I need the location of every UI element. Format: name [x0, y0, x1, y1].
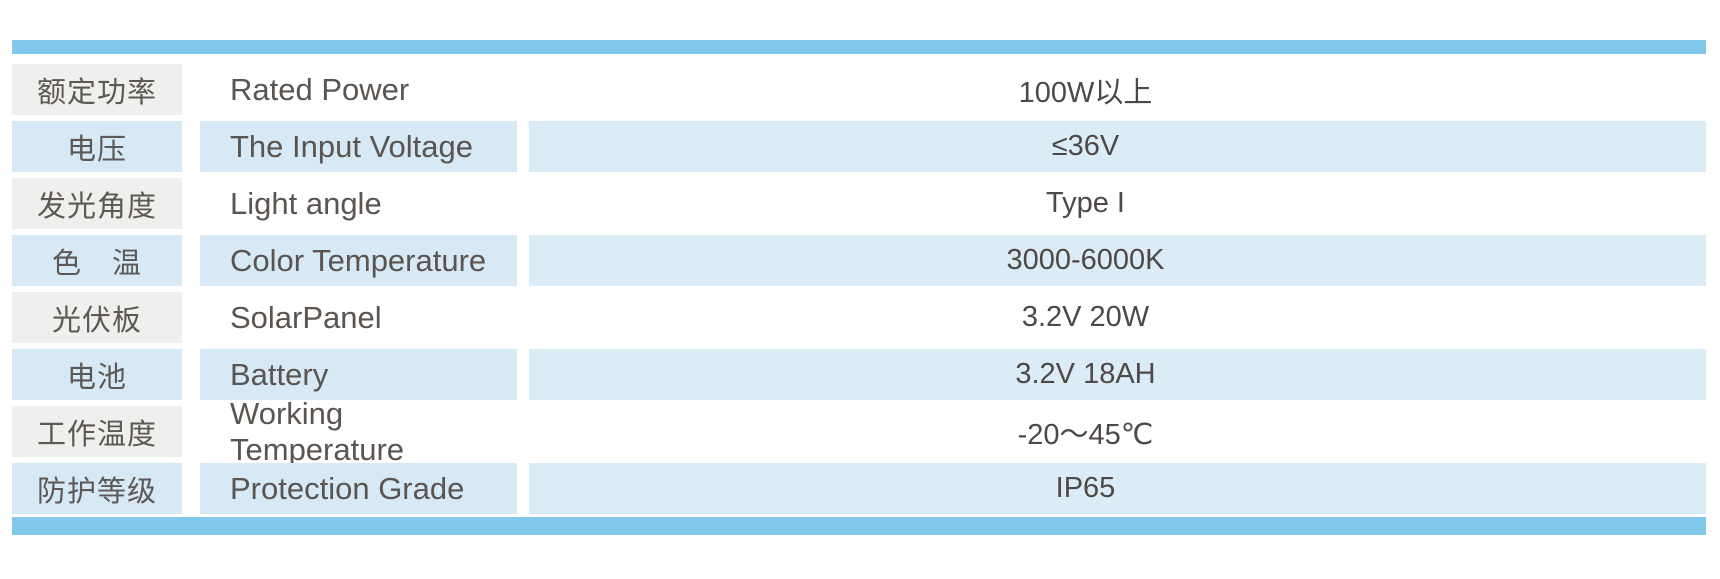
column-divider [182, 406, 200, 457]
spec-table-row: 额定功率 Rated Power 100W以上 [12, 64, 1706, 115]
spec-value: 3.2V 20W [1021, 301, 1150, 333]
spec-label-chinese: 电池 [12, 349, 182, 400]
spec-table-row: 工作温度 Working Temperature -20～45℃ [12, 395, 1706, 467]
spec-value: 100W以上 [1018, 76, 1153, 109]
spec-label-english: SolarPanel [230, 299, 382, 335]
spec-content: 额定功率 Rated Power 100W以上 电压 The Input Vol… [12, 40, 1706, 535]
column-divider [517, 64, 529, 115]
top-accent-bar [12, 40, 1706, 54]
spec-table-row: 光伏板 SolarPanel 3.2V 20W [12, 292, 1706, 343]
spec-label-english: Light angle [230, 185, 382, 221]
column-divider [517, 121, 529, 172]
spec-label-chinese: 工作温度 [12, 406, 182, 457]
column-divider [517, 178, 529, 229]
spec-label-chinese: 电压 [12, 121, 182, 172]
spec-value: ≤36V [529, 121, 1706, 172]
spec-value: IP65 [529, 463, 1706, 514]
spec-label-chinese: 发光角度 [12, 178, 182, 229]
column-divider [182, 292, 200, 343]
spec-value: -20～45℃ [1017, 418, 1154, 451]
column-divider [182, 349, 200, 400]
spec-label-english: Rated Power [230, 71, 410, 107]
column-divider [517, 235, 529, 286]
spec-table-row: 发光角度 Light angle Type I [12, 178, 1706, 229]
column-divider [517, 349, 529, 400]
spec-table: 额定功率 Rated Power 100W以上 电压 The Input Vol… [12, 64, 1706, 514]
column-divider [182, 121, 200, 172]
spec-label-english: The Input Voltage [200, 121, 517, 172]
spec-label-english: Protection Grade [200, 463, 517, 514]
spec-label-english: Color Temperature [200, 235, 517, 286]
column-divider [182, 235, 200, 286]
spec-label-chinese: 光伏板 [12, 292, 182, 343]
bottom-accent-bar [12, 517, 1706, 535]
spec-table-row: 电压 The Input Voltage ≤36V [12, 121, 1706, 172]
spec-label-chinese: 色 温 [12, 235, 182, 286]
spec-label-chinese: 额定功率 [12, 64, 182, 115]
column-divider [517, 463, 529, 514]
spec-label-chinese: 防护等级 [12, 463, 182, 514]
column-divider [517, 406, 529, 457]
spec-label-english: Battery [200, 349, 517, 400]
column-divider [182, 178, 200, 229]
spec-table-row: 电池 Battery 3.2V 18AH [12, 349, 1706, 400]
spec-table-row: 防护等级 Protection Grade IP65 [12, 463, 1706, 514]
spec-label-english: Working Temperature [230, 395, 405, 467]
spec-value: 3000-6000K [529, 235, 1706, 286]
column-divider [182, 64, 200, 115]
spec-value: Type I [1046, 187, 1125, 219]
spec-value: 3.2V 18AH [529, 349, 1706, 400]
column-divider [182, 463, 200, 514]
spec-table-row: 色 温 Color Temperature 3000-6000K [12, 235, 1706, 286]
column-divider [517, 292, 529, 343]
